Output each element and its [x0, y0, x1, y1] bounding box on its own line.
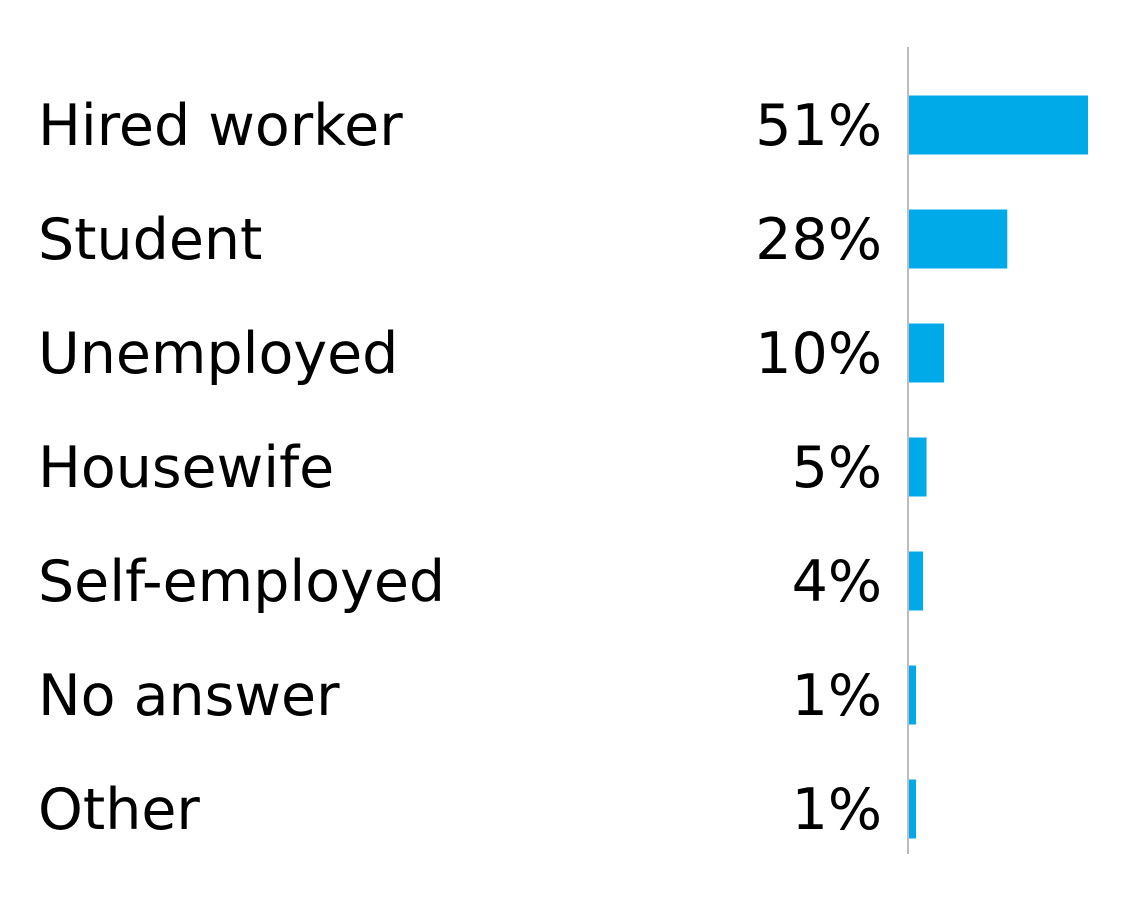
chart-row: No answer 1%: [38, 663, 916, 729]
bar: [909, 209, 1008, 269]
chart-row: Other 1%: [38, 777, 916, 843]
value-label: 5%: [792, 435, 882, 501]
category-label: Unemployed: [38, 321, 398, 387]
category-label: Hired worker: [38, 93, 403, 159]
bar: [909, 437, 927, 497]
value-label: 1%: [792, 663, 882, 729]
category-label: Student: [38, 207, 262, 273]
value-label: 10%: [755, 321, 882, 387]
category-label: No answer: [38, 663, 340, 729]
chart-row: Unemployed 10%: [38, 321, 945, 387]
chart-rows: Hired worker 51% Student 28% Unemployed 10% Ho…: [38, 93, 1088, 843]
bar: [909, 665, 916, 725]
bar: [909, 95, 1088, 155]
category-label: Self-employed: [38, 549, 445, 615]
value-label: 4%: [792, 549, 882, 615]
value-label: 51%: [755, 93, 882, 159]
value-label: 1%: [792, 777, 882, 843]
chart-row: Housewife 5%: [38, 435, 927, 501]
value-label: 28%: [755, 207, 882, 273]
chart-row: Hired worker 51%: [38, 93, 1088, 159]
chart-row: Self-employed 4%: [38, 549, 924, 615]
chart-row: Student 28%: [38, 207, 1008, 273]
category-label: Housewife: [38, 435, 334, 501]
category-label: Other: [38, 777, 200, 843]
bar: [909, 551, 924, 611]
bar: [909, 779, 916, 839]
bar: [909, 323, 945, 383]
